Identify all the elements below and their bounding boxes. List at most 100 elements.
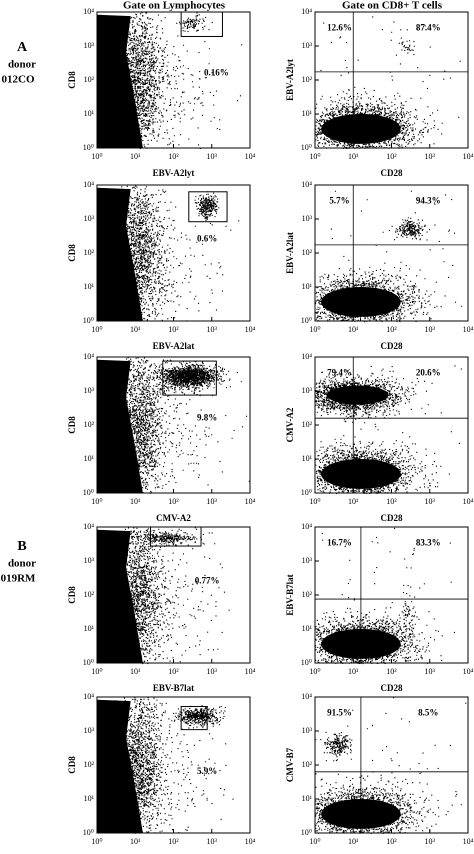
quadrant-percent: 79.4% <box>327 367 352 377</box>
x-tick-label: 10² <box>168 152 179 161</box>
x-tick-label: 10³ <box>425 152 436 161</box>
x-tick-label: 10¹ <box>130 497 141 506</box>
x-tick-label: 10³ <box>207 497 218 506</box>
donor-id: 012CO <box>2 74 35 86</box>
x-tick-label: 10¹ <box>130 837 141 846</box>
y-tick-label: 10⁰ <box>83 488 94 497</box>
x-tick-label: 10³ <box>207 325 218 334</box>
y-tick-label: 10¹ <box>84 794 95 803</box>
quadrant-percent: 94.3% <box>416 195 441 205</box>
y-tick-label: 10⁰ <box>301 143 312 152</box>
quadrant-percent: 16.7% <box>327 537 352 547</box>
y-tick-label: 10³ <box>84 214 95 223</box>
y-axis-label: CD8 <box>67 756 77 774</box>
y-tick-label: 10¹ <box>302 282 313 291</box>
y-tick-label: 10¹ <box>302 794 313 803</box>
y-tick-label: 10⁰ <box>83 828 94 837</box>
y-tick-label: 10¹ <box>84 109 95 118</box>
gate <box>188 191 228 223</box>
x-tick-label: 10¹ <box>348 325 359 334</box>
gate <box>150 526 202 547</box>
donor-letter: B <box>17 539 26 554</box>
x-tick-label: 10³ <box>207 152 218 161</box>
x-tick-label: 10⁴ <box>245 152 256 161</box>
y-tick-label: 10¹ <box>84 454 95 463</box>
x-tick-label: 10¹ <box>348 152 359 161</box>
x-tick-label: 10² <box>168 667 179 676</box>
scatter-dots <box>99 12 243 149</box>
scatter-dots <box>97 185 240 322</box>
y-tick-label: 10³ <box>302 726 313 735</box>
x-tick-label: 10³ <box>425 497 436 506</box>
scatter-dots <box>315 190 463 323</box>
y-tick-label: 10⁴ <box>301 692 312 701</box>
x-axis-label: EBV-A2lat <box>153 341 195 351</box>
y-tick-label: 10⁴ <box>83 522 94 531</box>
x-tick-label: 10³ <box>425 325 436 334</box>
y-tick-label: 10⁰ <box>301 488 312 497</box>
y-tick-label: 10² <box>302 420 313 429</box>
y-tick-label: 10³ <box>302 214 313 223</box>
gate-percent: 0.16% <box>204 67 229 77</box>
x-tick-label: 10⁰ <box>309 325 320 334</box>
gate-percent: 5.9% <box>197 766 217 776</box>
gate <box>180 11 223 37</box>
dense-population <box>97 699 143 833</box>
x-tick-label: 10² <box>168 837 179 846</box>
dense-population <box>97 187 143 321</box>
y-axis-label: CMV-B7 <box>285 747 295 782</box>
quadrant-percent: 83.3% <box>416 537 441 547</box>
y-tick-label: 10⁴ <box>83 180 94 189</box>
x-axis-label: CD28 <box>381 683 403 693</box>
dense-population <box>97 529 143 663</box>
y-tick-label: 10⁰ <box>301 316 312 325</box>
quadrant-percent: 5.7% <box>329 195 349 205</box>
y-tick-label: 10⁰ <box>83 316 94 325</box>
y-tick-label: 10² <box>302 760 313 769</box>
y-tick-label: 10⁰ <box>301 828 312 837</box>
x-tick-label: 10⁰ <box>91 152 102 161</box>
header-left: Gate on Lymphocytes <box>123 0 226 12</box>
donor-letter: A <box>17 40 28 55</box>
x-tick-label: 10⁴ <box>245 497 256 506</box>
x-tick-label: 10³ <box>425 667 436 676</box>
y-tick-label: 10⁰ <box>83 143 94 152</box>
y-tick-label: 10³ <box>302 556 313 565</box>
x-tick-label: 10⁰ <box>91 667 102 676</box>
x-tick-label: 10¹ <box>130 152 141 161</box>
gate-percent: 0.77% <box>195 575 220 585</box>
x-tick-label: 10⁰ <box>91 325 102 334</box>
y-axis-label: EBV-B7lat <box>285 574 295 615</box>
gate <box>162 360 217 396</box>
x-tick-label: 10⁴ <box>463 667 474 676</box>
x-tick-label: 10⁴ <box>463 837 474 846</box>
y-tick-label: 10⁴ <box>301 7 312 16</box>
y-tick-label: 10² <box>84 590 95 599</box>
y-tick-label: 10⁴ <box>83 7 94 16</box>
x-tick-label: 10² <box>386 152 397 161</box>
y-tick-label: 10¹ <box>84 624 95 633</box>
y-tick-label: 10⁰ <box>301 658 312 667</box>
y-tick-label: 10² <box>84 75 95 84</box>
x-tick-label: 10³ <box>207 667 218 676</box>
y-axis-label: EBV-A2lat <box>285 232 295 274</box>
x-tick-label: 10² <box>386 837 397 846</box>
x-tick-label: 10³ <box>425 837 436 846</box>
x-tick-label: 10¹ <box>348 667 359 676</box>
y-axis-label: CD8 <box>67 586 77 604</box>
x-tick-label: 10² <box>386 497 397 506</box>
scatter-dots <box>99 697 234 834</box>
x-tick-label: 10¹ <box>348 837 359 846</box>
y-tick-label: 10² <box>84 760 95 769</box>
y-tick-label: 10³ <box>84 556 95 565</box>
x-axis-label: CD28 <box>381 168 403 178</box>
y-tick-label: 10³ <box>302 386 313 395</box>
x-axis-label: CD28 <box>381 341 403 351</box>
y-tick-label: 10² <box>84 420 95 429</box>
y-tick-label: 10¹ <box>302 624 313 633</box>
donor-label: donor <box>8 59 36 71</box>
y-axis-label: CD8 <box>67 416 77 434</box>
x-tick-label: 10⁰ <box>309 497 320 506</box>
x-tick-label: 10² <box>386 667 397 676</box>
